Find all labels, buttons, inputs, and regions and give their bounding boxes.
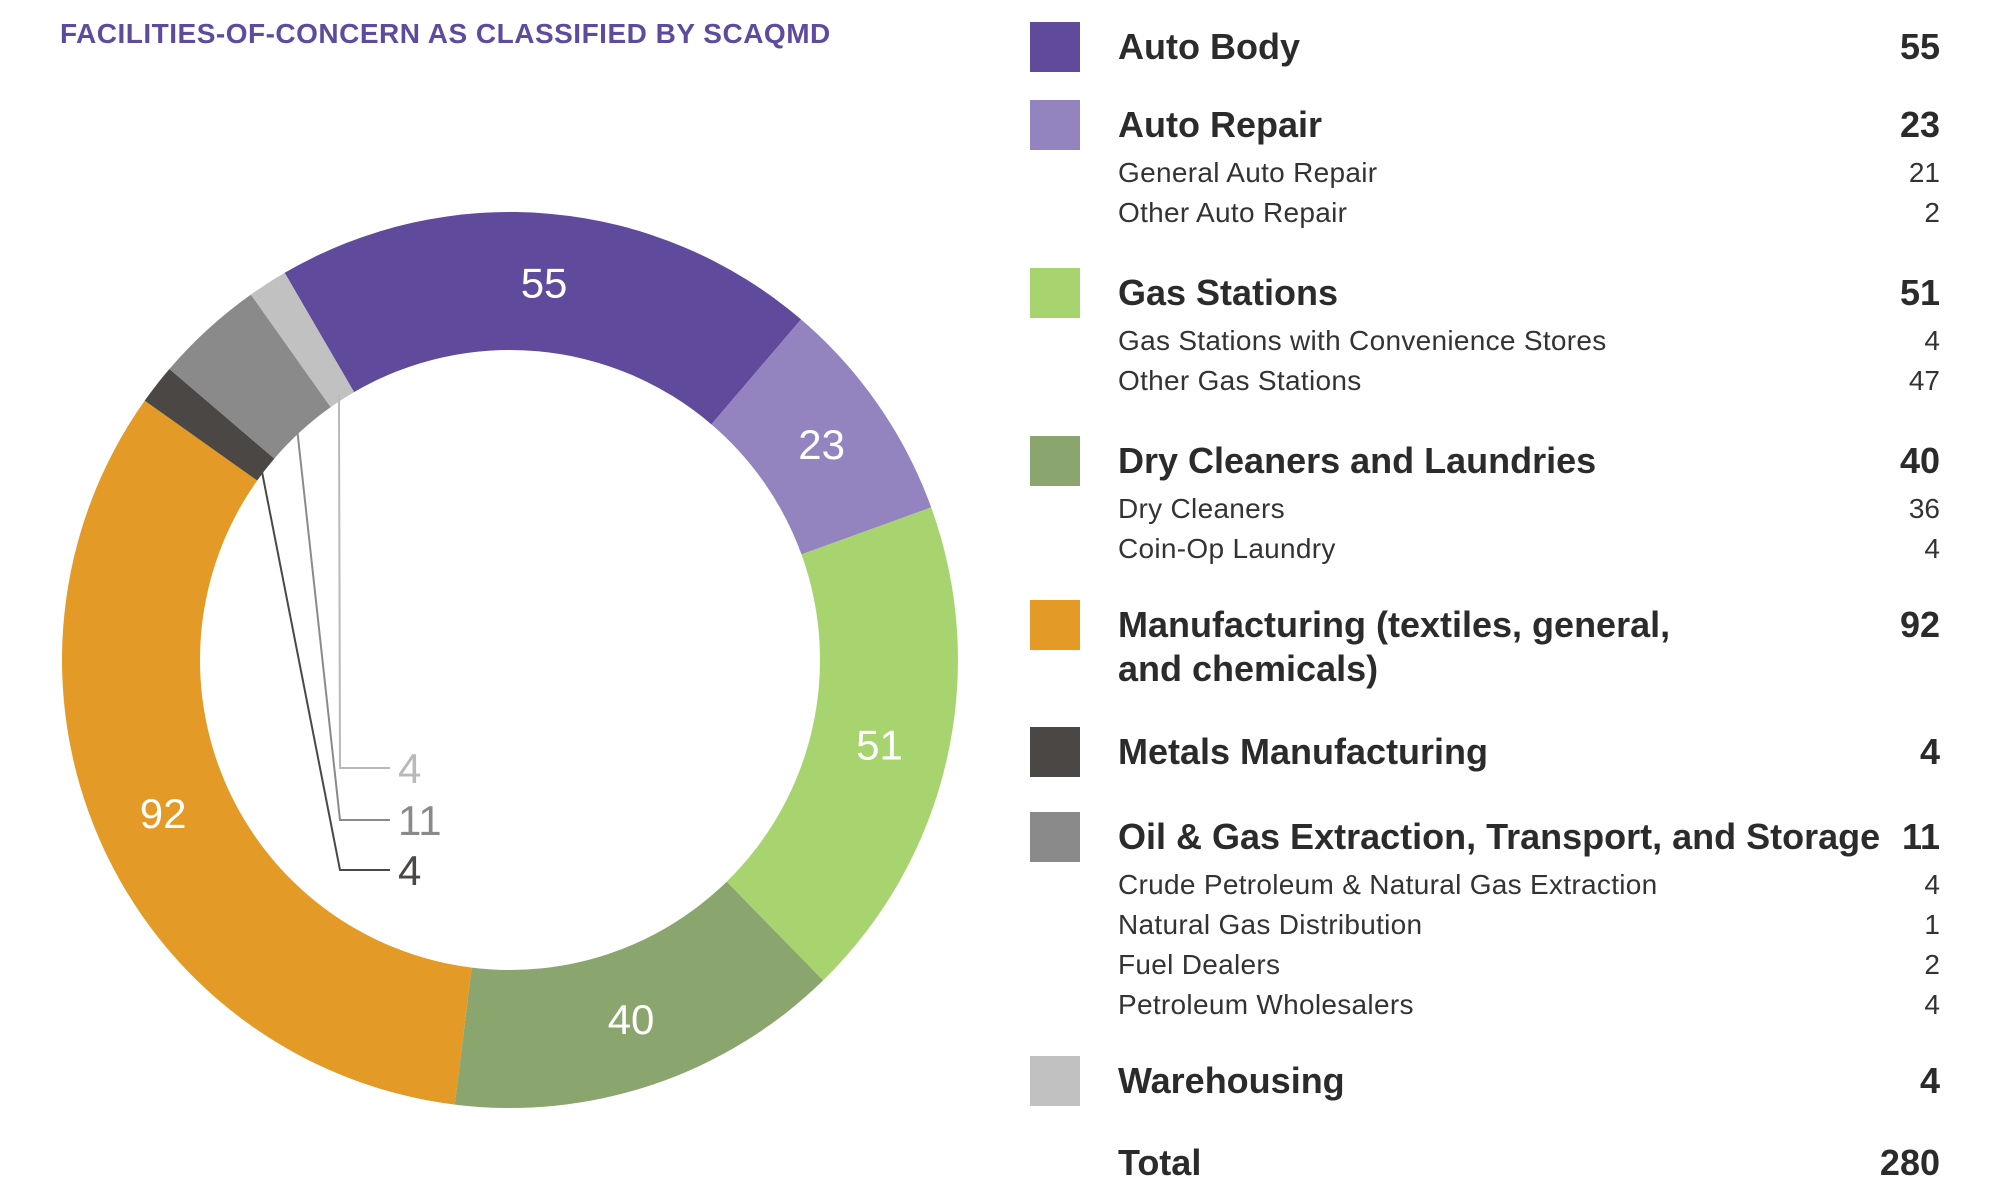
slice-value-label-warehousing: 4 — [398, 745, 421, 792]
slice-value-label-dry-cleaners-and-laundries: 40 — [608, 996, 655, 1043]
legend-value-dry-cleaners: 40 — [1899, 440, 1940, 481]
slice-value-label-auto-repair: 23 — [798, 421, 845, 468]
donut-slice-metals-manufacturing — [144, 368, 275, 481]
legend-total-value: 280 — [1879, 1142, 1940, 1183]
legend-sublabel: Crude Petroleum & Natural Gas Extraction — [1118, 869, 1658, 900]
legend-sublabel: Natural Gas Distribution — [1118, 909, 1423, 940]
legend-value-oil-gas: 11 — [1901, 816, 1940, 857]
legend-subvalue: 21 — [1908, 157, 1940, 188]
donut-slice-dry-cleaners-and-laundries — [454, 881, 824, 1108]
slice-value-label-auto-body: 55 — [521, 260, 568, 307]
donut-slice-manufacturing-textiles-general-and-chemicals — [62, 400, 472, 1105]
legend-subvalue: 2 — [1924, 949, 1940, 980]
legend-swatch-warehousing — [1030, 1056, 1080, 1106]
legend-swatch-auto-body — [1030, 22, 1080, 72]
leader-line-oil-gas-extraction-transport-and-storage — [295, 426, 390, 821]
legend-total-label: Total — [1118, 1142, 1202, 1183]
donut-slice-gas-stations — [726, 507, 958, 981]
legend-swatch-manufacturing — [1030, 600, 1080, 650]
chart-title: FACILITIES-OF-CONCERN AS CLASSIFIED BY S… — [60, 18, 831, 49]
slice-value-label-metals-manufacturing: 4 — [398, 847, 421, 894]
legend-subvalue: 4 — [1924, 989, 1940, 1020]
donut-slice-auto-repair — [711, 319, 932, 555]
legend-subvalue: 1 — [1924, 909, 1940, 940]
legend-value-auto-body: 55 — [1899, 26, 1940, 67]
legend-label-auto-body: Auto Body — [1118, 26, 1300, 67]
legend-swatch-oil-gas — [1030, 812, 1080, 862]
legend: Auto Body 55 Auto Repair 23 General Auto… — [1030, 0, 1960, 1192]
donut-slice-warehousing — [250, 272, 355, 408]
legend-sublabel: Other Gas Stations — [1118, 365, 1362, 396]
legend-subvalue: 4 — [1924, 325, 1940, 356]
legend-label-manufacturing-line1: Manufacturing (textiles, general, — [1118, 604, 1671, 645]
legend-sublabel: Petroleum Wholesalers — [1118, 989, 1414, 1020]
legend-label-metals-manufacturing: Metals Manufacturing — [1118, 731, 1489, 772]
legend-label-manufacturing-line2: and chemicals) — [1118, 648, 1379, 689]
legend-swatch-dry-cleaners — [1030, 436, 1080, 486]
legend-label-oil-gas: Oil & Gas Extraction, Transport, and Sto… — [1118, 816, 1881, 857]
legend-swatch-gas-stations — [1030, 268, 1080, 318]
donut-slice-auto-body — [284, 212, 802, 425]
slice-value-label-oil-gas-extraction-transport-and-storage: 11 — [398, 797, 442, 844]
legend-label-gas-stations: Gas Stations — [1118, 272, 1339, 313]
legend-value-warehousing: 4 — [1919, 1060, 1940, 1101]
donut-slice-oil-gas-extraction-transport-and-storage — [169, 294, 331, 459]
legend-value-gas-stations: 51 — [1899, 272, 1940, 313]
legend-sublabel: General Auto Repair — [1118, 157, 1378, 188]
legend-subvalue: 4 — [1924, 533, 1940, 564]
leader-line-warehousing — [337, 394, 390, 769]
legend-label-dry-cleaners: Dry Cleaners and Laundries — [1118, 440, 1597, 481]
legend-sublabel: Fuel Dealers — [1118, 949, 1281, 980]
slice-value-label-gas-stations: 51 — [856, 721, 903, 768]
legend-label-warehousing: Warehousing — [1118, 1060, 1345, 1101]
legend-label-auto-repair: Auto Repair — [1118, 104, 1323, 145]
legend-subvalue: 4 — [1924, 869, 1940, 900]
slice-value-label-manufacturing-textiles-general-and-chemicals: 92 — [140, 790, 187, 837]
legend-sublabel: Other Auto Repair — [1118, 197, 1348, 228]
legend-subvalue: 2 — [1924, 197, 1940, 228]
legend-value-auto-repair: 23 — [1899, 104, 1940, 145]
legend-sublabel: Coin-Op Laundry — [1118, 533, 1336, 564]
leader-line-metals-manufacturing — [259, 465, 390, 871]
legend-subvalue: 47 — [1908, 365, 1940, 396]
legend-swatch-auto-repair — [1030, 100, 1080, 150]
legend-subvalue: 36 — [1908, 493, 1940, 524]
legend-sublabel: Dry Cleaners — [1118, 493, 1285, 524]
legend-swatch-metals-manufacturing — [1030, 727, 1080, 777]
legend-value-metals-manufacturing: 4 — [1919, 731, 1940, 772]
legend-sublabel: Gas Stations with Convenience Stores — [1118, 325, 1607, 356]
legend-value-manufacturing: 92 — [1899, 604, 1940, 645]
